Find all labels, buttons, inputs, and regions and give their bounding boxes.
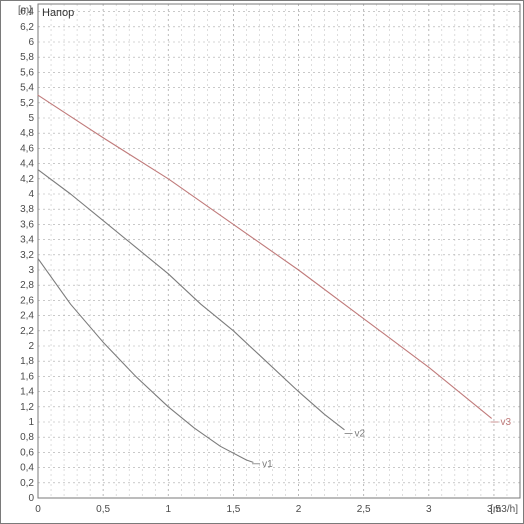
svg-text:4,2: 4,2 [20,174,34,185]
svg-text:6,2: 6,2 [20,22,34,33]
svg-text:2: 2 [28,341,34,352]
svg-text:4,4: 4,4 [20,159,34,170]
svg-text:1,4: 1,4 [20,387,34,398]
svg-text:2,6: 2,6 [20,295,34,306]
svg-text:2,2: 2,2 [20,326,34,337]
svg-text:0: 0 [28,493,34,504]
svg-text:3,4: 3,4 [20,235,34,246]
svg-text:[m]: [m] [18,5,32,16]
svg-text:3: 3 [28,265,34,276]
svg-text:1,2: 1,2 [20,402,34,413]
svg-text:5,6: 5,6 [20,67,34,78]
svg-text:v1: v1 [262,459,273,470]
svg-text:3,8: 3,8 [20,204,34,215]
svg-text:4,6: 4,6 [20,143,34,154]
svg-text:4: 4 [28,189,34,200]
svg-text:1,8: 1,8 [20,356,34,367]
svg-text:6: 6 [28,37,34,48]
svg-text:1: 1 [28,417,34,428]
svg-text:0,5: 0,5 [96,504,110,515]
svg-text:1: 1 [165,504,171,515]
svg-text:2,4: 2,4 [20,311,34,322]
svg-text:[m3/h]: [m3/h] [490,504,518,515]
svg-text:1,6: 1,6 [20,371,34,382]
svg-text:3: 3 [426,504,432,515]
svg-text:3,2: 3,2 [20,250,34,261]
pump-curve-chart: v1 v2 v3 0 0,2 0,4 0,6 0,8 1 1,2 1,4 1,6 1,8 2 2,2 2,4 2… [0,0,524,524]
svg-text:0,8: 0,8 [20,432,34,443]
svg-text:v2: v2 [355,428,366,439]
svg-text:v3: v3 [500,417,511,428]
svg-text:2,8: 2,8 [20,280,34,291]
svg-text:4,8: 4,8 [20,128,34,139]
svg-text:0: 0 [35,504,41,515]
svg-text:5,2: 5,2 [20,98,34,109]
svg-text:2,5: 2,5 [357,504,371,515]
svg-text:0,2: 0,2 [20,478,34,489]
svg-text:5,4: 5,4 [20,83,34,94]
svg-text:5,8: 5,8 [20,52,34,63]
svg-text:0,4: 0,4 [20,463,34,474]
svg-text:1,5: 1,5 [226,504,240,515]
svg-text:Напор: Напор [42,7,74,19]
svg-text:0,6: 0,6 [20,447,34,458]
svg-text:3,6: 3,6 [20,219,34,230]
svg-text:2: 2 [296,504,302,515]
chart-svg: v1 v2 v3 0 0,2 0,4 0,6 0,8 1 1,2 1,4 1,6 1,8 2 2,2 2,4 2… [0,0,524,524]
svg-text:5: 5 [28,113,34,124]
